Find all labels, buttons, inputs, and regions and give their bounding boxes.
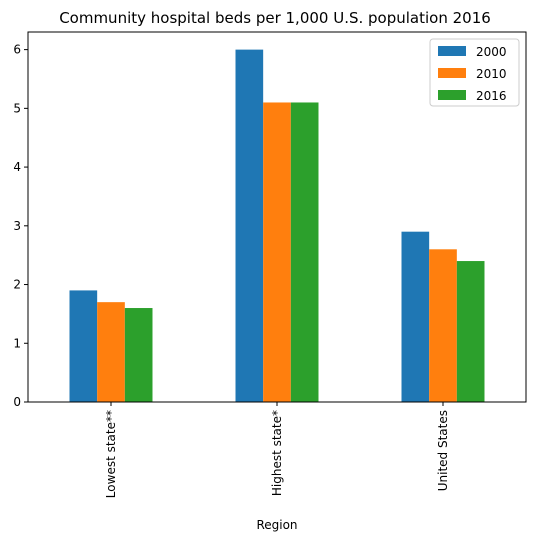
y-tick-label: 5 [13, 101, 21, 115]
bar [97, 302, 125, 402]
bar [401, 231, 430, 402]
bar [69, 290, 98, 402]
legend-swatch [438, 68, 466, 78]
y-tick-label: 4 [13, 160, 21, 174]
x-axis-label: Region [256, 518, 297, 532]
legend-swatch [438, 90, 466, 100]
y-tick-label: 2 [13, 278, 21, 292]
bar [124, 308, 153, 402]
bar [263, 102, 291, 402]
legend-swatch [438, 46, 466, 56]
y-axis: 0 1 2 3 4 5 6 [13, 43, 28, 409]
bar [429, 249, 457, 402]
legend-label: 2010 [476, 67, 507, 81]
y-tick-label: 3 [13, 219, 21, 233]
bar [235, 49, 264, 402]
legend: 2000 2010 2016 [429, 38, 520, 107]
legend-label: 2000 [476, 45, 507, 59]
y-tick-label: 0 [13, 395, 21, 409]
bar [290, 102, 319, 402]
legend-label: 2016 [476, 89, 507, 103]
bar [456, 261, 485, 402]
bars-layer [69, 49, 485, 402]
x-tick-label: Highest state* [270, 410, 284, 496]
x-axis: Lowest state** Highest state* United State… [104, 402, 450, 498]
chart-title: Community hospital beds per 1,000 U.S. p… [59, 9, 491, 27]
x-tick-label: Lowest state** [104, 410, 118, 498]
y-tick-label: 6 [13, 43, 21, 57]
x-tick-label: United States [436, 410, 450, 491]
y-tick-label: 1 [13, 336, 21, 350]
